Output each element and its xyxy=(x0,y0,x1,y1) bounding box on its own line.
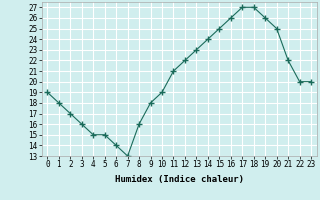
X-axis label: Humidex (Indice chaleur): Humidex (Indice chaleur) xyxy=(115,175,244,184)
